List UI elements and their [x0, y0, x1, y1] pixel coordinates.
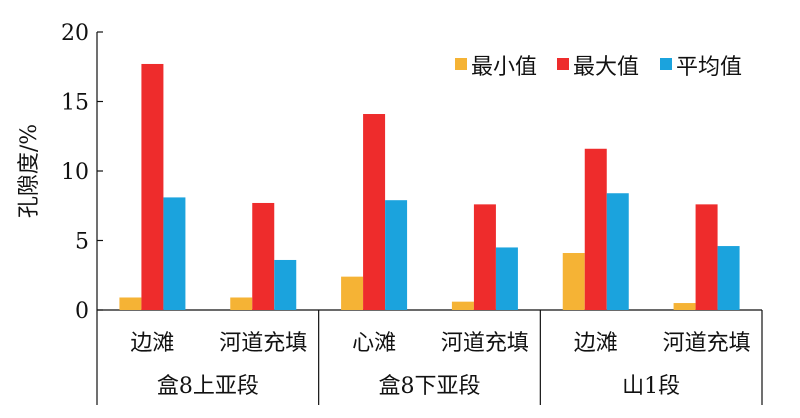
legend-entry: 最小值	[471, 55, 537, 80]
x-category-label: 河道充填	[219, 331, 307, 356]
x-category-label: 河道充填	[441, 331, 529, 356]
legend-entry: 最大值	[573, 55, 639, 80]
bar-max	[473, 204, 496, 310]
group-label: 盒8下亚段	[379, 374, 481, 399]
legend: 最小值 最大值 平均值	[455, 55, 742, 80]
legend-entry: 平均值	[676, 55, 742, 80]
x-category-label: 边滩	[574, 331, 618, 356]
bar-max	[695, 204, 718, 310]
y-tick-label: 0	[75, 299, 89, 324]
bar-avg	[495, 247, 518, 310]
bar-max	[584, 148, 607, 310]
y-tick-label: 20	[61, 21, 89, 46]
legend-swatch	[557, 58, 569, 70]
bar-max	[141, 63, 164, 310]
bar-min	[673, 303, 696, 310]
y-tick-label: 15	[61, 91, 89, 116]
bar-max	[363, 114, 386, 310]
bar-avg	[717, 246, 740, 310]
group-label: 盒8上亚段	[157, 374, 259, 399]
bar-max	[252, 202, 275, 310]
legend-swatch	[660, 58, 672, 70]
bar-avg	[274, 259, 297, 310]
bar-min	[230, 297, 253, 310]
bar-avg	[385, 200, 408, 310]
x-category-label: 心滩	[352, 331, 396, 356]
bar-min	[562, 253, 585, 310]
bar-min	[341, 276, 364, 310]
group-label: 山1段	[622, 374, 680, 399]
x-category-label: 河道充填	[663, 331, 751, 356]
bars	[119, 63, 740, 310]
y-tick-label: 10	[61, 160, 89, 185]
bar-avg	[606, 193, 629, 310]
bar-avg	[163, 197, 186, 310]
legend-swatch	[455, 58, 467, 70]
y-axis-title: 孔隙度/%	[17, 124, 42, 218]
bar-min	[451, 301, 474, 310]
bar-min	[119, 297, 142, 310]
y-tick-label: 5	[75, 230, 89, 255]
x-category-label: 边滩	[130, 331, 174, 356]
axes	[96, 31, 763, 405]
